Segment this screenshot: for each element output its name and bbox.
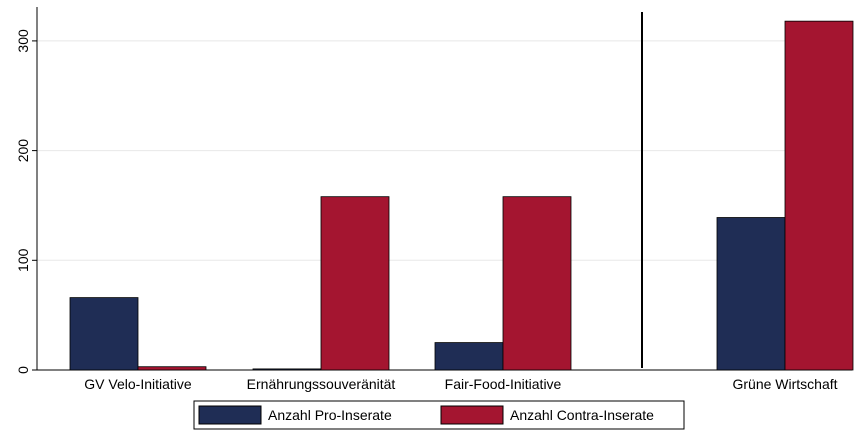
gridlines xyxy=(37,40,852,261)
y-tick-label: 100 xyxy=(15,248,31,272)
bar-pro xyxy=(69,297,139,371)
legend-swatch-contra xyxy=(440,405,504,425)
y-ticks: 0 100 200 300 xyxy=(15,29,37,374)
bars xyxy=(69,20,854,371)
category-label: Ernährungssouveränität xyxy=(247,376,396,392)
bar-contra xyxy=(502,196,572,371)
legend-label-pro: Anzahl Pro-Inserate xyxy=(268,407,392,423)
bar-contra xyxy=(320,196,390,371)
category-labels: GV Velo-Initiative Ernährungssouveränitä… xyxy=(84,376,837,392)
legend: Anzahl Pro-Inserate Anzahl Contra-Insera… xyxy=(193,400,685,430)
bar-pro xyxy=(434,342,504,371)
category-label: Grüne Wirtschaft xyxy=(732,376,837,392)
y-tick-label: 200 xyxy=(15,139,31,163)
category-label: GV Velo-Initiative xyxy=(84,376,192,392)
y-tick-label: 0 xyxy=(15,366,31,374)
legend-swatch-pro xyxy=(198,405,262,425)
legend-label-contra: Anzahl Contra-Inserate xyxy=(510,407,654,423)
bar-pro xyxy=(252,368,322,371)
category-label: Fair-Food-Initiative xyxy=(445,376,562,392)
y-tick-label: 300 xyxy=(15,29,31,53)
bar-pro xyxy=(716,217,786,371)
bar-contra xyxy=(137,366,207,371)
legend-box xyxy=(193,400,685,430)
bar-contra xyxy=(784,20,854,371)
